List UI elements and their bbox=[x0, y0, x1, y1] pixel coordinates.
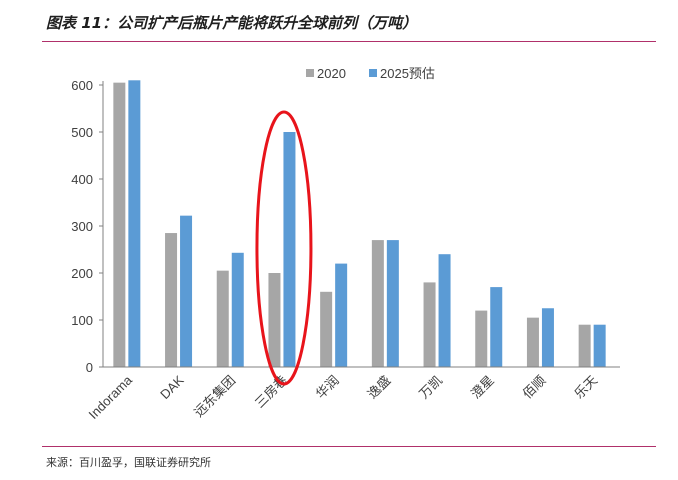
bar bbox=[180, 215, 193, 367]
bar bbox=[438, 254, 451, 367]
x-tick-label: 佰顺 bbox=[520, 373, 549, 402]
y-tick-label: 600 bbox=[71, 78, 93, 93]
bar bbox=[231, 252, 244, 367]
bar bbox=[371, 240, 384, 367]
source-divider bbox=[42, 446, 656, 447]
bar bbox=[423, 282, 436, 367]
bar bbox=[268, 273, 281, 367]
x-tick-label: 澄星 bbox=[468, 373, 497, 402]
bar bbox=[386, 240, 399, 367]
title-divider bbox=[42, 41, 656, 42]
bar bbox=[320, 291, 333, 367]
bar bbox=[165, 233, 178, 367]
bar bbox=[541, 308, 554, 367]
bar bbox=[475, 310, 488, 367]
y-tick-label: 100 bbox=[71, 313, 93, 328]
bar bbox=[490, 287, 503, 367]
y-tick-label: 400 bbox=[71, 172, 93, 187]
legend-swatch bbox=[306, 69, 314, 77]
y-tick-label: 500 bbox=[71, 125, 93, 140]
bar bbox=[335, 263, 348, 367]
x-tick-label: 乐天 bbox=[571, 373, 600, 402]
bar bbox=[113, 82, 126, 368]
y-tick-label: 200 bbox=[71, 266, 93, 281]
y-tick-label: 300 bbox=[71, 219, 93, 234]
bar bbox=[593, 324, 606, 367]
x-tick-label: 华润 bbox=[313, 373, 342, 402]
legend-swatch bbox=[369, 69, 377, 77]
legend-label: 2025预估 bbox=[380, 66, 435, 81]
bar bbox=[578, 324, 591, 367]
legend-label: 2020 bbox=[317, 66, 346, 81]
highlight-ellipse bbox=[255, 110, 313, 386]
bar bbox=[128, 80, 141, 368]
x-tick-label: 万凯 bbox=[416, 373, 445, 402]
chart-title: 图表 11：公司扩产后瓶片产能将跃升全球前列（万吨） bbox=[46, 14, 418, 32]
y-tick-label: 0 bbox=[86, 360, 93, 375]
x-tick-label: 远东集团 bbox=[191, 373, 238, 420]
bar bbox=[216, 270, 229, 367]
source-note: 来源：百川盈孚，国联证券研究所 bbox=[46, 456, 211, 469]
x-tick-label: Indorama bbox=[86, 372, 136, 422]
x-tick-label: 逸盛 bbox=[364, 373, 393, 402]
x-tick-label: 三房巷 bbox=[252, 373, 290, 411]
bar bbox=[283, 132, 296, 367]
x-tick-label: DAK bbox=[157, 372, 187, 402]
bar bbox=[526, 317, 539, 367]
